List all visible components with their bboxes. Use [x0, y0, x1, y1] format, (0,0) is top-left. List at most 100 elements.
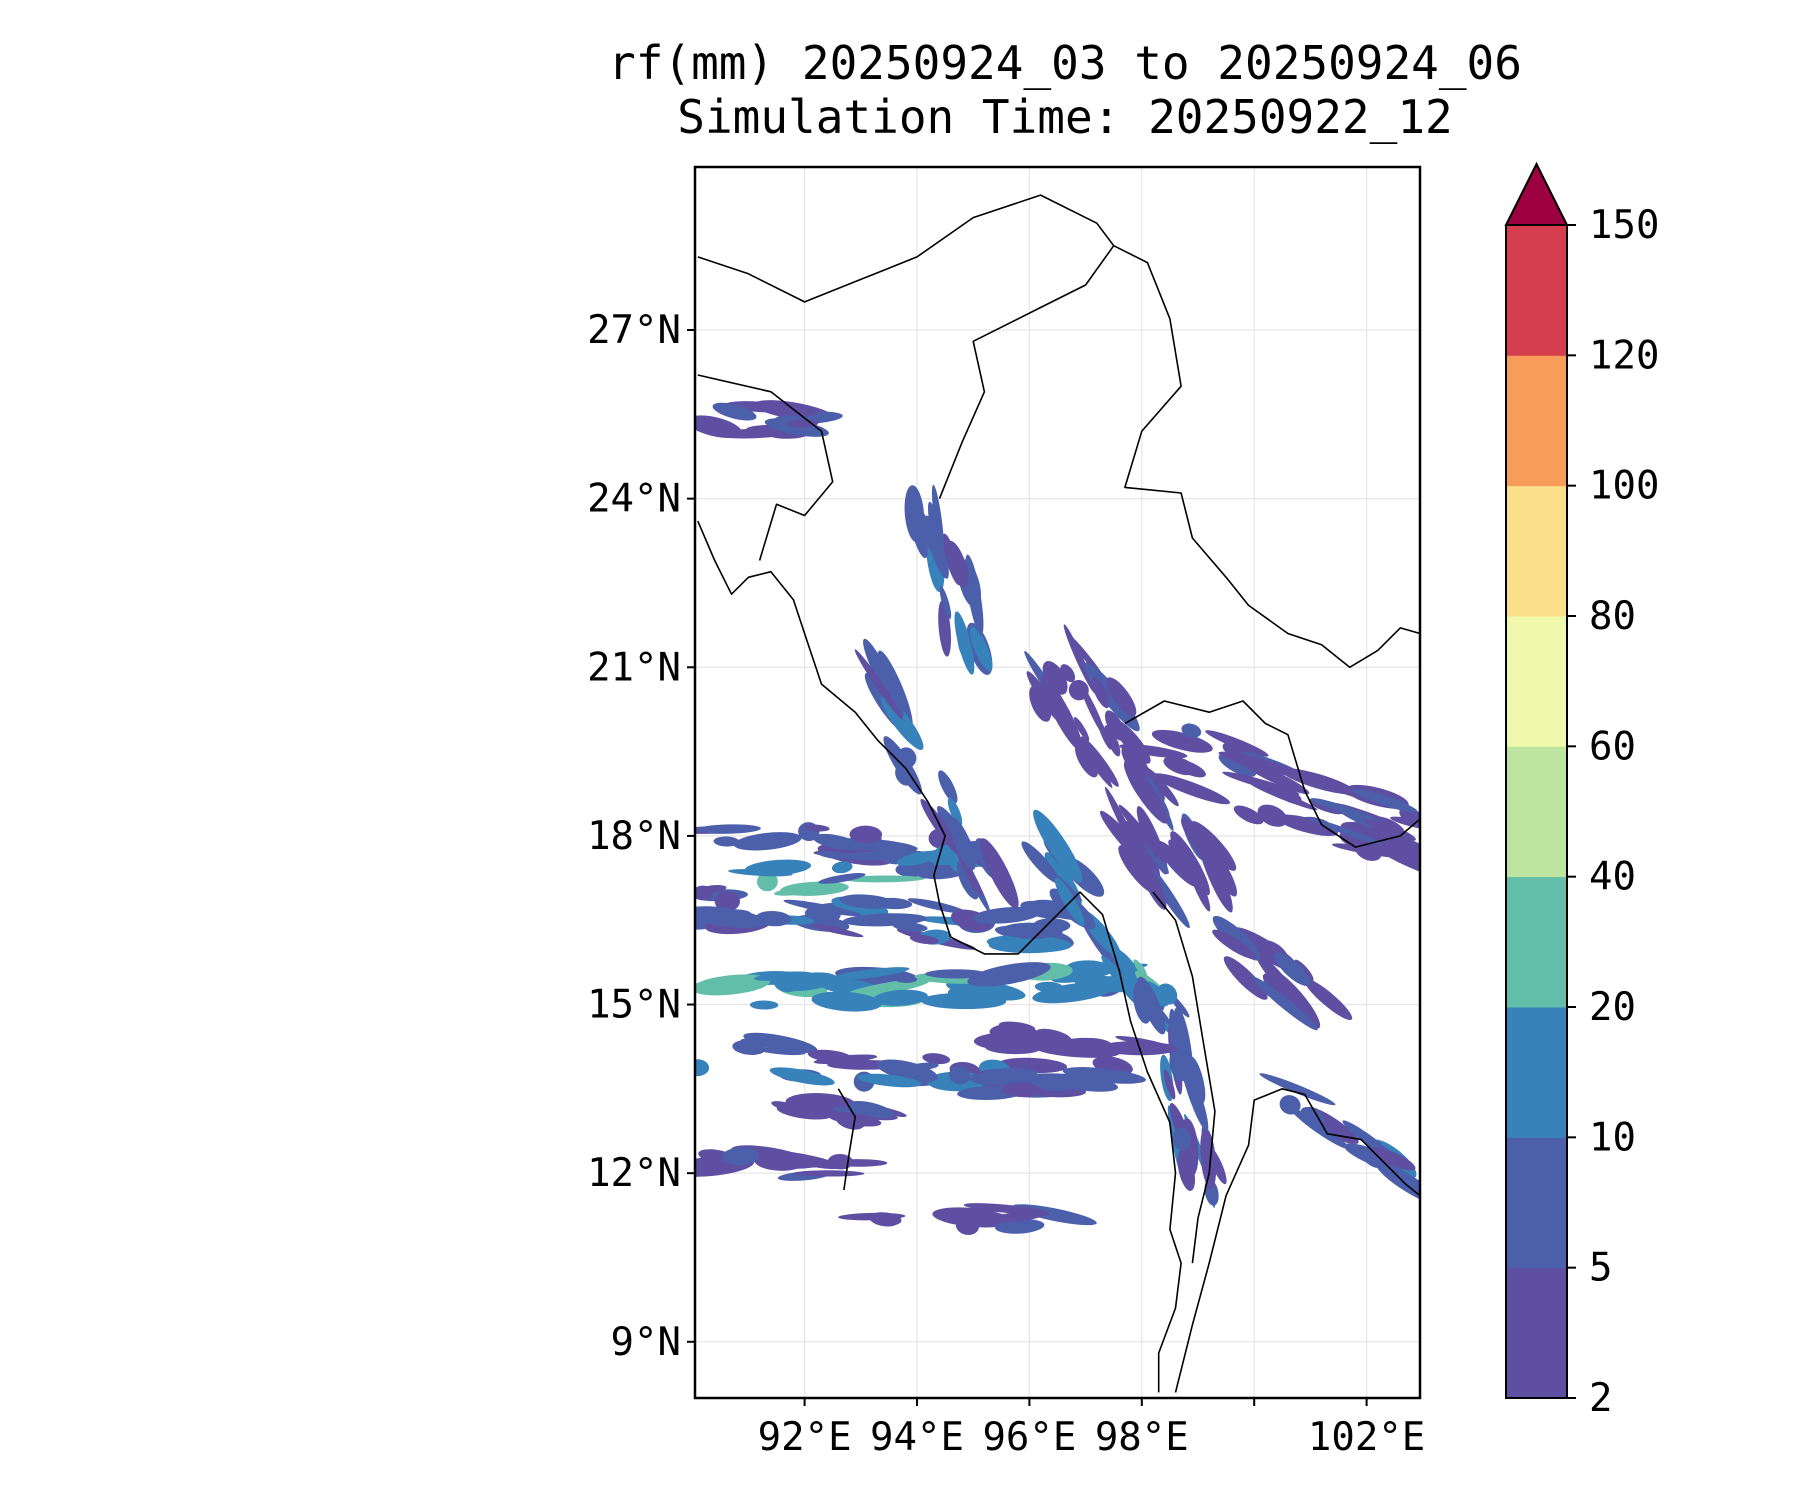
rain-cell — [985, 1042, 1040, 1055]
rain-cell — [1146, 768, 1179, 807]
rain-cell — [1073, 717, 1090, 742]
rain-cell — [1279, 1095, 1301, 1115]
rain-cell — [839, 851, 918, 861]
rain-cell — [939, 586, 952, 619]
rain-cell — [1042, 661, 1068, 695]
rain-cell — [812, 833, 860, 851]
rain-cell — [1299, 816, 1334, 833]
rain-cell — [948, 1066, 971, 1085]
rain-cell — [1075, 743, 1098, 778]
rain-cell — [696, 824, 761, 834]
rain-cell — [1205, 845, 1238, 897]
rain-cell — [1259, 1073, 1336, 1106]
rain-cell — [1151, 729, 1213, 753]
rain-cell — [1218, 751, 1303, 777]
rain-cell — [831, 861, 853, 874]
rain-cell — [938, 770, 958, 804]
colorbar-segment — [1506, 1267, 1567, 1399]
rain-cell — [1233, 805, 1264, 825]
rain-cell — [769, 1067, 835, 1086]
rain-cell — [1123, 761, 1168, 824]
rain-cell — [1063, 624, 1096, 694]
rain-band — [695, 884, 1091, 954]
rain-cell — [1240, 760, 1310, 795]
colorbar-tick-label: 100 — [1589, 464, 1659, 509]
lat-tick-label: 18°N — [587, 814, 681, 859]
colorbar-segment — [1506, 1007, 1567, 1138]
rain-cell — [695, 974, 771, 996]
rain-cell — [956, 860, 980, 900]
rain-cell — [1267, 968, 1321, 1029]
rain-band — [1024, 624, 1238, 929]
rain-cell — [1118, 804, 1165, 863]
rain-cell — [1156, 840, 1199, 887]
rain-cell — [712, 402, 757, 421]
rain-cell — [842, 875, 925, 883]
rain-cell — [1032, 982, 1114, 1004]
rain-cell — [1065, 960, 1114, 978]
rain-cell — [1135, 851, 1167, 910]
rain-cell — [764, 418, 829, 437]
rain-cell — [967, 962, 1051, 987]
colorbar-tick-label: 5 — [1589, 1246, 1612, 1291]
rain-cell — [946, 540, 969, 589]
rain-band — [854, 638, 1019, 913]
rain-cell — [1172, 1127, 1191, 1151]
rain-band — [771, 1093, 907, 1130]
rain-cell — [1205, 730, 1269, 757]
rain-cell — [839, 894, 895, 909]
rain-cell — [1364, 819, 1416, 841]
rain-cell — [849, 825, 883, 844]
rain-cell — [1041, 676, 1083, 751]
rain-cell — [818, 873, 866, 884]
rain-cell — [991, 1029, 1052, 1043]
rain-cell — [1052, 1037, 1112, 1054]
rain-cell — [842, 913, 928, 927]
rain-cell — [1184, 852, 1211, 912]
border-thailand-north — [1124, 700, 1420, 848]
rain-cell — [947, 797, 963, 827]
rain-cell — [1274, 952, 1311, 986]
rain-cell — [989, 1210, 1049, 1223]
colorbar-tick-label: 60 — [1589, 724, 1636, 769]
rain-cell — [1091, 677, 1110, 709]
rain-cell — [970, 1067, 1037, 1085]
rain-cell — [869, 1212, 902, 1226]
rain-cell — [1035, 1028, 1072, 1044]
rain-cell — [1304, 978, 1353, 1021]
rain-cell — [1133, 959, 1147, 977]
rain-band — [695, 822, 976, 866]
rain-cell — [1375, 1161, 1420, 1206]
rain-cell — [807, 1049, 853, 1063]
lon-tick-label: 102°E — [1308, 1415, 1425, 1460]
coastlines-borders — [697, 194, 1420, 1393]
rain-cell — [797, 1157, 827, 1168]
rain-cell — [1222, 771, 1300, 796]
lat-tick-label: 21°N — [587, 645, 681, 690]
border-bangladesh — [697, 374, 834, 561]
colorbar-tick-label: 40 — [1589, 855, 1636, 900]
rain-cell — [909, 934, 939, 945]
lat-tick-label: 27°N — [587, 308, 681, 353]
rain-cell — [1368, 827, 1420, 868]
rain-cell — [1163, 756, 1197, 776]
rain-cell — [980, 838, 1019, 909]
colorbar-frame — [1505, 224, 1568, 1399]
rain-cell — [756, 1047, 806, 1056]
coast-andaman — [837, 1088, 856, 1191]
rain-cell — [924, 515, 949, 579]
rainfall-field — [695, 400, 1420, 1236]
rain-cell — [896, 747, 917, 769]
map-frame — [693, 165, 1422, 1400]
rain-cell — [749, 1000, 779, 1010]
colorbar-segment — [1506, 355, 1567, 487]
rain-cell — [1326, 1123, 1355, 1144]
rain-cell — [969, 626, 993, 672]
colorbar-segment — [1506, 225, 1567, 356]
rain-cell — [920, 993, 1007, 1010]
rain-cell — [1000, 922, 1063, 939]
rain-cell — [1119, 744, 1188, 759]
rain-band — [695, 1145, 888, 1181]
figure-title-line-1: rf(mm) 20250924_03 to 20250924_06 — [608, 36, 1522, 90]
rain-cell — [1331, 843, 1412, 859]
